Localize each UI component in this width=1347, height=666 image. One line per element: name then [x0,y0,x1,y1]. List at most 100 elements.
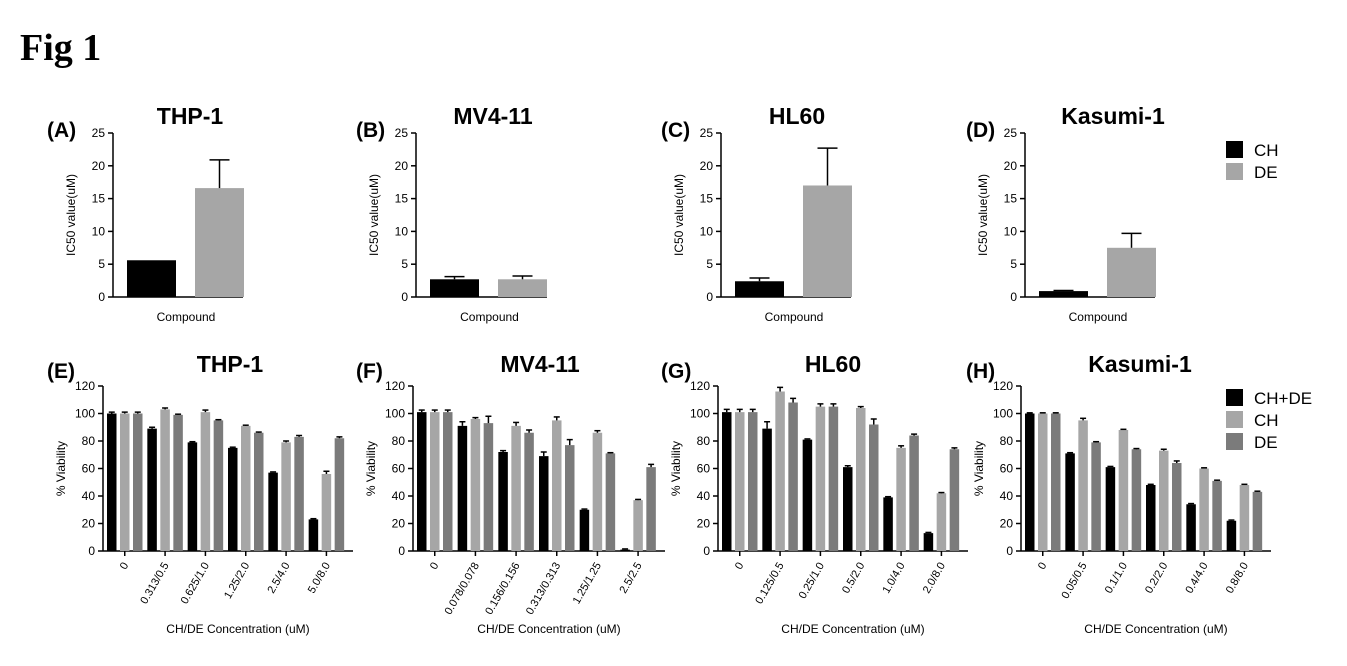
bar-de [443,412,453,551]
y-tick-label: 40 [1000,489,1014,503]
y-tick-label: 80 [1000,434,1014,448]
bar-ch [896,447,906,551]
y-tick-label: 5 [401,257,408,271]
bar-ch [511,425,521,551]
bar-ch [735,281,784,297]
y-tick-label: 100 [690,407,710,421]
y-tick-label: 5 [98,257,105,271]
bar-ch-de [579,509,590,551]
bar-ch [1039,291,1088,297]
bar-ch [1078,420,1088,551]
bar-ch-de [1025,413,1035,551]
y-tick-label: 60 [82,462,96,476]
bar-ch-de [228,447,238,551]
y-tick-label: 25 [1004,126,1018,140]
bar-ch [815,406,826,551]
bar-de [133,413,143,551]
bar-ch [1159,450,1169,551]
y-tick-label: 20 [1000,517,1014,531]
y-axis-label: IC50 value(uM) [672,174,686,256]
bar-ch-de [923,533,934,551]
y-tick-label: 0 [401,290,408,304]
panel-f-title: MV4-11 [500,351,579,377]
x-tick-label: 5.0/8.0 [306,561,333,596]
bar-de [565,445,575,551]
panel-d-y-axis: 0 5 10 15 20 25 IC50 value(uM) [976,126,1026,304]
bar-ch-de [1105,467,1116,551]
bar-de [173,414,183,551]
x-tick-label: 0.05/0.5 [1059,561,1089,601]
x-tick-label: 2.5/2.5 [617,561,644,596]
figure-title: Fig 1 [20,27,102,69]
y-tick-label: 20 [700,159,714,173]
bar-ch [160,409,170,551]
panel-a-x-axis-label: Compound [157,310,216,324]
bar-de [498,279,547,297]
bar-ch-de [457,425,468,551]
bar-ch [1199,468,1209,551]
bar-ch [552,420,562,551]
bar-ch-de [1186,504,1196,551]
y-tick-label: 100 [993,407,1013,421]
y-tick-label: 20 [697,517,711,531]
y-tick-label: 20 [92,159,106,173]
bar-ch [200,412,211,551]
bar-de [483,423,494,551]
y-tick-label: 0 [98,290,105,304]
bar-ch [430,412,440,551]
panel-c-bars [735,147,852,297]
panel-f-bars [417,409,656,551]
panel-e-x-axis-label: CH/DE Concentration (uM) [166,622,309,636]
bar-de [294,436,304,551]
bar-de [1051,413,1061,551]
x-tick-label: 0 [428,561,441,572]
y-tick-label: 100 [385,407,405,421]
panel-b-x-axis-label: Compound [460,310,519,324]
bar-ch-de [1146,485,1156,551]
panel-c-y-axis: 0 5 10 15 20 25 IC50 value(uM) [672,126,722,304]
legend-swatch [1226,141,1243,158]
y-tick-label: 25 [700,126,714,140]
bar-ch-de [802,439,813,551]
legend-label: DE [1254,163,1278,182]
y-tick-label: 15 [1004,192,1018,206]
panel-a-y-axis: 0 5 10 15 20 25 IC50 value(uM) [64,126,114,304]
panel-f-y-axis: 0 20 40 60 80 100 120 % Viability [364,379,414,558]
bar-de [788,402,798,551]
y-tick-label: 10 [1004,224,1018,238]
panel-h-bars [1025,412,1263,551]
bar-ch-de [722,412,732,551]
panel-b-label: (B) [356,119,385,142]
y-tick-label: 5 [706,257,713,271]
x-tick-label: 0.8/8.0 [1224,561,1251,596]
bar-de [949,449,960,551]
bar-ch [1118,430,1129,551]
bar-de [1252,491,1263,551]
panel-c-title: HL60 [769,103,825,129]
bar-ch-de [147,428,157,551]
y-tick-label: 0 [1006,544,1013,558]
panel-a-label: (A) [47,119,76,142]
bar-ch [1239,485,1250,551]
y-tick-label: 5 [1010,257,1017,271]
y-tick-label: 120 [993,379,1013,393]
x-tick-label: 2.5/4.0 [265,561,292,596]
bar-de [646,467,656,551]
x-tick-label: 0.156/0.156 [483,561,522,617]
y-tick-label: 15 [395,192,409,206]
panel-c-x-axis-label: Compound [765,310,824,324]
bar-ch-de [498,452,508,551]
legend-swatch [1226,411,1243,428]
y-tick-label: 80 [392,434,406,448]
legend-swatch [1226,389,1243,406]
bar-ch-de [308,519,319,551]
y-tick-label: 120 [75,379,95,393]
y-tick-label: 20 [392,517,406,531]
bar-ch-de [268,472,278,551]
y-axis-label: % Viability [972,441,986,496]
panel-e-y-axis: 0 20 40 60 80 100 120 % Viability [54,379,104,558]
panel-b-bars [430,275,547,297]
panel-c-label: (C) [661,119,690,142]
panel-g-bars [722,386,960,551]
y-tick-label: 15 [700,192,714,206]
